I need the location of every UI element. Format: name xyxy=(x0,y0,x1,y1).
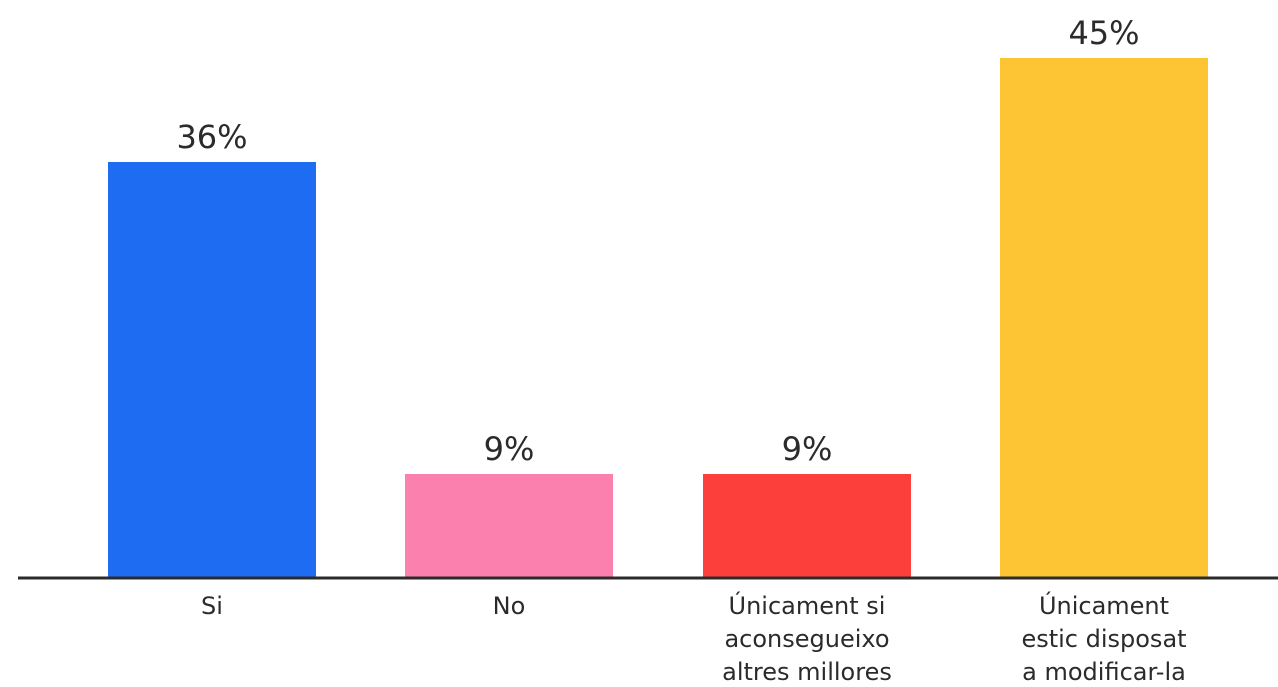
category-label-0: Si xyxy=(201,592,223,620)
category-label-line: Si xyxy=(201,592,223,620)
category-label-2: Únicament si aconsegueixo altres millores xyxy=(722,590,892,686)
category-label-line: a modificar-la xyxy=(1022,658,1186,686)
bars-layer xyxy=(108,58,1208,578)
value-label-2: 9% xyxy=(782,430,833,468)
value-label-3: 45% xyxy=(1068,14,1139,52)
category-label-line: Únicament si xyxy=(729,590,886,620)
value-label-0: 36% xyxy=(176,118,247,156)
category-label-3: Únicament estic disposat a modificar-la xyxy=(1021,590,1186,686)
category-label-line: altres millores xyxy=(722,658,892,686)
category-label-1: No xyxy=(493,592,526,620)
category-label-line: Únicament xyxy=(1039,590,1169,620)
bar-1 xyxy=(405,474,613,578)
category-label-line: estic disposat xyxy=(1021,625,1186,653)
bar-0 xyxy=(108,162,316,578)
category-label-line: No xyxy=(493,592,526,620)
value-label-1: 9% xyxy=(484,430,535,468)
category-label-line: aconsegueixo xyxy=(724,625,889,653)
bar-3 xyxy=(1000,58,1208,578)
bar-2 xyxy=(703,474,911,578)
category-labels-layer: Si No Únicament si aconsegueixo altres millo… xyxy=(201,590,1187,686)
value-labels-layer: 36% 9% 9% 45% xyxy=(176,14,1139,468)
